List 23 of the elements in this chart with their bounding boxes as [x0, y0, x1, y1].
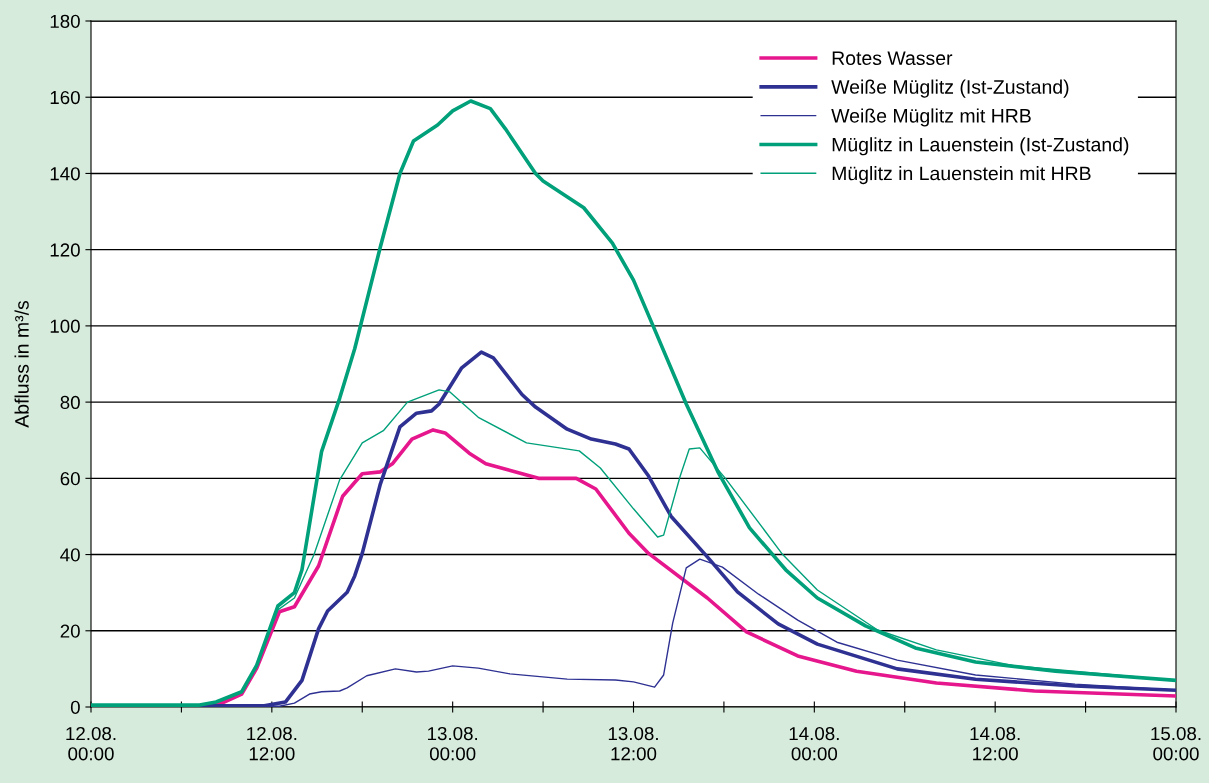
y-tick-label: 40: [60, 548, 80, 562]
legend-label: Weiße Müglitz (Ist-Zustand): [831, 79, 1069, 98]
y-tick-label: 140: [50, 167, 80, 181]
legend-label: Müglitz in Lauenstein (Ist-Zustand): [832, 137, 1129, 156]
x-tick-label: 14.08. 12:00: [970, 726, 1020, 761]
y-tick-label: 0: [70, 700, 80, 714]
y-tick-label: 20: [60, 624, 80, 638]
x-tick-label: 12.08. 00:00: [66, 726, 116, 761]
y-tick-label: 60: [60, 472, 80, 486]
x-tick-label: 13.08. 12:00: [608, 726, 658, 761]
legend-label: Weiße Müglitz mit HRB: [831, 108, 1031, 127]
y-tick-label: 180: [50, 14, 80, 28]
x-tick-label: 12.08. 12:00: [247, 726, 297, 761]
x-tick-label: 13.08. 00:00: [428, 726, 478, 761]
x-tick-label: 15.08. 00:00: [1151, 726, 1201, 761]
y-tick-label: 120: [50, 243, 80, 257]
y-tick-label: 100: [50, 319, 80, 333]
legend-label: Rotes Wasser: [832, 51, 953, 66]
y-tick-label: 160: [50, 90, 80, 105]
x-tick-label: 14.08. 00:00: [789, 726, 839, 761]
legend-label: Müglitz in Lauenstein mit HRB: [832, 166, 1091, 185]
y-axis-title: Abfluss in m³/s: [14, 300, 29, 428]
y-tick-label: 80: [60, 395, 80, 410]
